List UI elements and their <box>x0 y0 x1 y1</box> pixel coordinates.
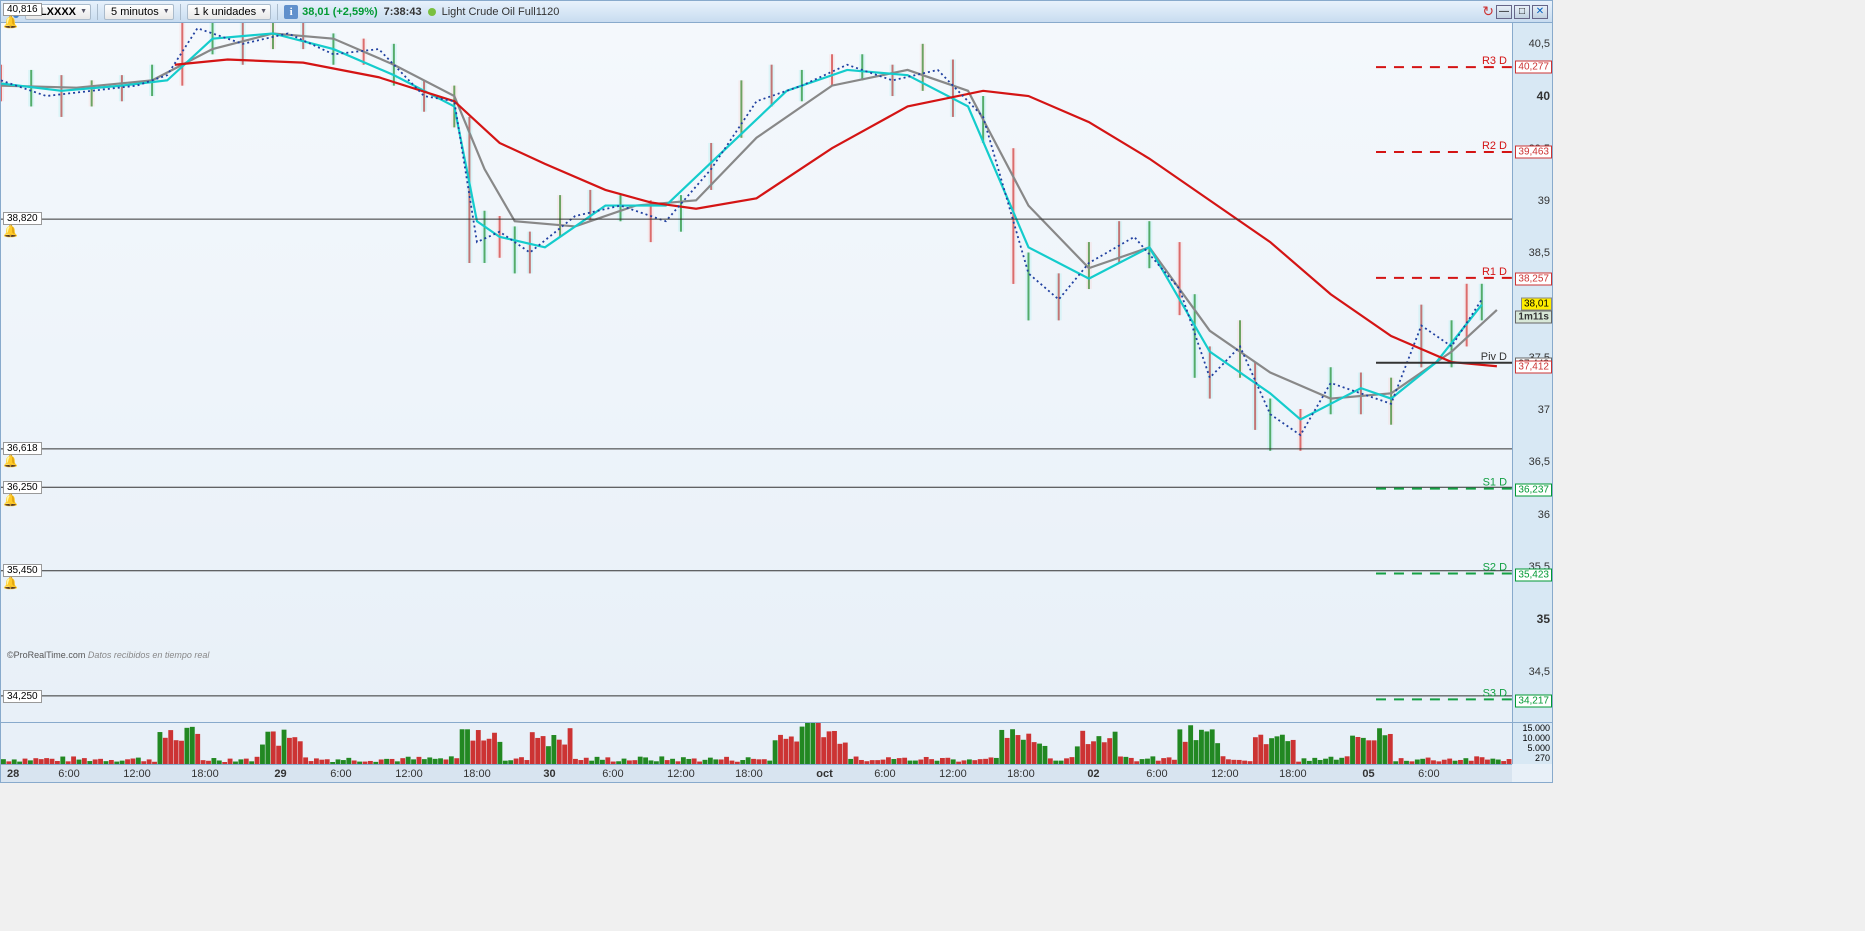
time-label: 7:38:43 <box>384 6 422 18</box>
volume-axis: 15.00010.0005.000270 <box>1512 722 1552 764</box>
x-axis-tick: 18:00 <box>735 768 763 780</box>
y-axis-tick: 38,5 <box>1529 247 1550 259</box>
svg-text:S1 D: S1 D <box>1483 477 1507 489</box>
x-axis-tick: 12:00 <box>395 768 423 780</box>
x-axis-tick: 6:00 <box>602 768 623 780</box>
watermark: ©ProRealTime.com Datos recibidos en tiem… <box>7 650 209 660</box>
alert-bell-icon[interactable]: 🔔 <box>3 576 18 590</box>
pivot-price-box: 40,277 <box>1515 61 1552 74</box>
chart-canvas: R3 D R2 D R1 D Piv D S1 D S2 D S3 D <box>1 23 1512 722</box>
pivot-price-box: 39,463 <box>1515 146 1552 159</box>
y-axis-tick: 40,5 <box>1529 38 1550 50</box>
x-axis-tick: 12:00 <box>123 768 151 780</box>
status-dot <box>428 8 436 16</box>
x-axis-tick: oct <box>816 768 833 780</box>
separator <box>97 4 98 20</box>
x-axis-tick: 02 <box>1087 768 1099 780</box>
x-axis-tick: 6:00 <box>330 768 351 780</box>
x-axis-tick: 30 <box>543 768 555 780</box>
separator <box>277 4 278 20</box>
x-axis-tick: 05 <box>1362 768 1374 780</box>
y-axis-tick: 34,5 <box>1529 666 1550 678</box>
separator <box>180 4 181 20</box>
time-axis: 28 6:00 12:00 18:00 29 6:00 12:00 18:00 30 6:00 12… <box>1 764 1512 782</box>
info-icon[interactable]: i <box>284 5 298 19</box>
pivot-price-box: 38,257 <box>1515 272 1552 285</box>
svg-text:S3 D: S3 D <box>1483 687 1507 699</box>
window-controls: ↻ — □ ✕ <box>1482 3 1548 20</box>
y-axis-tick: 37 <box>1538 404 1550 416</box>
svg-text:R1 D: R1 D <box>1482 266 1507 278</box>
maximize-button[interactable]: □ <box>1514 5 1530 19</box>
countdown-box: 1m11s <box>1515 311 1552 324</box>
toolbar: CLXXXX 5 minutos 1 k unidades i 38,01 (+… <box>1 1 1552 23</box>
volume-canvas <box>1 723 1512 764</box>
x-axis-tick: 29 <box>274 768 286 780</box>
ma-price-box: 37,412 <box>1515 361 1552 374</box>
footer-note: Datos recibidos en tiempo real <box>88 650 210 660</box>
svg-text:R3 D: R3 D <box>1482 55 1507 67</box>
svg-text:Piv D: Piv D <box>1481 351 1507 363</box>
x-axis-tick: 12:00 <box>667 768 695 780</box>
alert-bell-icon[interactable]: 🔔 <box>3 15 18 29</box>
x-axis-tick: 18:00 <box>463 768 491 780</box>
instrument-name: Light Crude Oil Full1120 <box>442 6 560 18</box>
x-axis-tick: 12:00 <box>1211 768 1239 780</box>
x-axis-tick: 6:00 <box>874 768 895 780</box>
price-level-label: 34,250 <box>3 690 42 703</box>
main-area: R3 DR2 DR1 DPiv DS1 DS2 DS3 D 40,816🔔38,… <box>1 23 1552 782</box>
timeframe-dropdown[interactable]: 5 minutos <box>104 4 174 20</box>
x-axis-tick: 18:00 <box>1279 768 1307 780</box>
close-button[interactable]: ✕ <box>1532 5 1548 19</box>
x-axis-tick: 6:00 <box>1418 768 1439 780</box>
x-axis-tick: 6:00 <box>1146 768 1167 780</box>
x-axis-tick: 6:00 <box>58 768 79 780</box>
pivot-price-box: 36,237 <box>1515 483 1552 496</box>
pivot-price-box: 34,217 <box>1515 695 1552 708</box>
y-axis-tick: 39 <box>1538 195 1550 207</box>
units-dropdown[interactable]: 1 k unidades <box>187 4 271 20</box>
current-price-label: 38,01 (+2,59%) <box>302 6 378 18</box>
alert-bell-icon[interactable]: 🔔 <box>3 493 18 507</box>
alert-bell-icon[interactable]: 🔔 <box>3 224 18 238</box>
pivot-price-box: 35,423 <box>1515 569 1552 582</box>
y-axis-tick: 36 <box>1538 509 1550 521</box>
x-axis-tick: 18:00 <box>1007 768 1035 780</box>
chart-window: CLXXXX 5 minutos 1 k unidades i 38,01 (+… <box>0 0 1553 783</box>
x-axis-tick: 12:00 <box>939 768 967 780</box>
x-axis-tick: 28 <box>7 768 19 780</box>
svg-text:R2 D: R2 D <box>1482 140 1507 152</box>
x-axis-tick: 18:00 <box>191 768 219 780</box>
brand-text: ©ProRealTime.com <box>7 650 85 660</box>
price-axis: 40,54039,53938,53837,53736,53635,53534,5… <box>1512 23 1552 722</box>
refresh-icon[interactable]: ↻ <box>1482 3 1494 20</box>
price-info: 38,01 (+2,59%) 7:38:43 Light Crude Oil F… <box>302 6 559 18</box>
current-price-box: 38,01 <box>1521 298 1552 311</box>
minimize-button[interactable]: — <box>1496 5 1512 19</box>
alert-bell-icon[interactable]: 🔔 <box>3 454 18 468</box>
svg-text:S2 D: S2 D <box>1483 562 1507 574</box>
price-chart-pane[interactable]: R3 DR2 DR1 DPiv DS1 DS2 DS3 D 40,816🔔38,… <box>1 23 1512 722</box>
y-axis-tick: 35 <box>1537 612 1550 626</box>
y-axis-tick: 36,5 <box>1529 456 1550 468</box>
volume-pane[interactable] <box>1 722 1512 764</box>
y-axis-tick: 40 <box>1537 89 1550 103</box>
